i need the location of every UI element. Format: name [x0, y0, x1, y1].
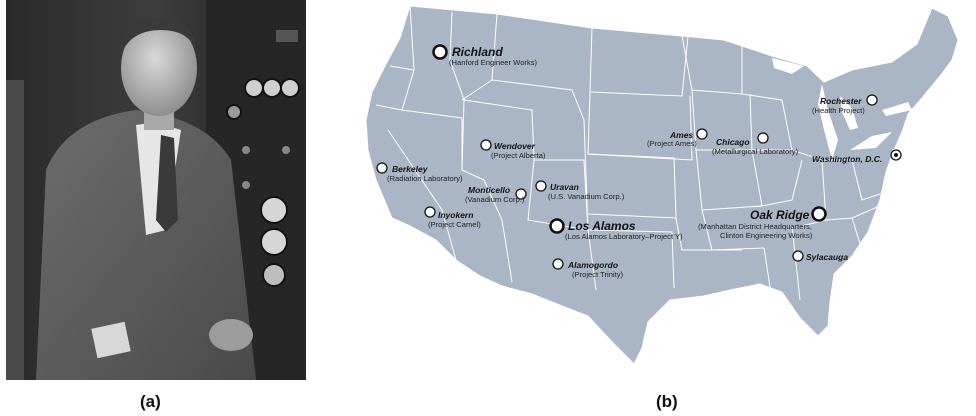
label-ames: Ames	[669, 130, 693, 140]
site-marker-monticello	[515, 188, 527, 200]
site-marker-inyokern	[424, 206, 436, 218]
sub-ames: (Project Ames)	[647, 139, 697, 148]
label-alamogordo: Alamogordo	[567, 260, 618, 270]
sub-uravan: (U.S. Vanadium Corp.)	[548, 192, 625, 201]
sub-monticello: (Vanadium Corp.)	[465, 195, 525, 204]
site-marker-chicago	[757, 132, 769, 144]
sub-berkeley: (Radiation Laboratory)	[387, 174, 463, 183]
label-oak-ridge: Oak Ridge	[750, 208, 810, 222]
panel-label-b: (b)	[656, 392, 678, 411]
lake-michigan	[818, 84, 838, 160]
face	[121, 20, 197, 116]
site-marker-richland	[432, 44, 448, 60]
site-marker-uravan	[535, 180, 547, 192]
manhattan-project-sites-map: Richland (Hanford Engineer Works) Berkel…	[365, 5, 959, 365]
control-panel-knobs	[226, 30, 300, 287]
lake-superior	[772, 58, 804, 74]
label-wendover: Wendover	[494, 141, 536, 151]
label-berkeley: Berkeley	[392, 164, 429, 174]
site-marker-rochester	[866, 94, 878, 106]
sub-rochester: (Health Project)	[812, 106, 865, 115]
sub-chicago: (Metallurgical Laboratory)	[712, 147, 799, 156]
site-marker-berkeley	[376, 162, 388, 174]
lake-erie	[850, 132, 892, 150]
label-los-alamos: Los Alamos	[568, 219, 636, 233]
label-monticello: Monticello	[468, 185, 510, 195]
sub-los-alamos: (Los Alamos Laboratory–Project Y)	[565, 232, 683, 241]
site-marker-los-alamos	[549, 218, 565, 234]
striped-tie	[156, 135, 178, 232]
label-richland: Richland	[452, 45, 503, 59]
label-inyokern: Inyokern	[438, 210, 473, 220]
sub-oak-ridge: (Manhattan District Headquarters,	[698, 222, 812, 231]
site-marker-sylacauga	[792, 250, 804, 262]
site-marker-oak-ridge	[811, 206, 827, 222]
sub-wendover: (Project Alberta)	[491, 151, 546, 160]
site-labels: Richland (Hanford Engineer Works) Berkel…	[387, 45, 882, 279]
sub2-oak-ridge: Clinton Engineering Works)	[720, 231, 813, 240]
us-mainland-outline	[365, 5, 959, 365]
state-borders	[375, 5, 943, 301]
site-marker-alamogordo	[552, 258, 564, 270]
sub-richland: (Hanford Engineer Works)	[449, 58, 538, 67]
lake-huron	[840, 96, 858, 130]
label-sylacauga: Sylacauga	[806, 252, 848, 262]
label-rochester: Rochester	[820, 96, 862, 106]
sub-inyokern: (Project Camel)	[428, 220, 481, 229]
site-marker-ames	[696, 128, 708, 140]
jacket	[36, 110, 256, 380]
label-chicago: Chicago	[716, 137, 750, 147]
lake-ontario	[882, 102, 912, 116]
site-marker-wendover	[480, 139, 492, 151]
sub-alamogordo: (Project Trinity)	[572, 270, 624, 279]
portrait-photo	[6, 0, 306, 380]
panel-label-a: (a)	[140, 392, 161, 411]
label-uravan: Uravan	[550, 182, 579, 192]
site-markers	[376, 44, 902, 270]
capital-dot	[894, 153, 898, 157]
label-washington-dc: Washington, D.C.	[812, 154, 882, 164]
